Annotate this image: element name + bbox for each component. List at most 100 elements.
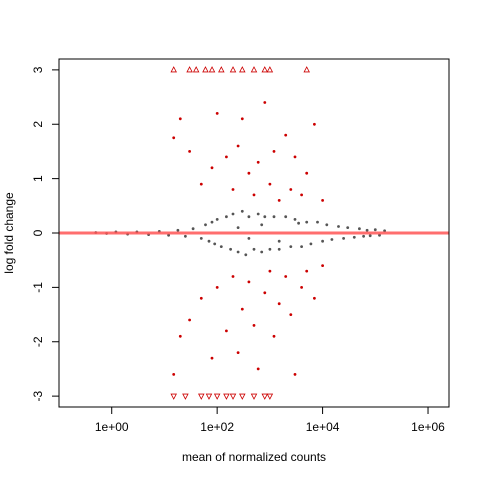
point-out-of-range-down <box>239 393 246 400</box>
point-significant <box>215 286 219 289</box>
point-out-of-range-up <box>202 66 209 73</box>
point-significant <box>215 112 219 115</box>
point-non-significant <box>284 215 288 219</box>
point-significant <box>172 373 176 376</box>
points-layer <box>94 66 386 400</box>
y-axis-label: log fold change <box>2 192 16 274</box>
point-non-significant <box>365 228 369 232</box>
point-non-significant <box>309 242 313 246</box>
y-tick-label: 0 <box>31 229 45 236</box>
point-significant <box>263 101 267 104</box>
point-out-of-range-up <box>218 66 225 73</box>
point-out-of-range-up <box>261 66 269 73</box>
point-out-of-range-up <box>239 66 246 73</box>
point-non-significant <box>325 223 329 227</box>
point-non-significant <box>207 239 211 243</box>
y-axis: -3 -2 -1 0 1 2 3 <box>31 66 60 401</box>
point-non-significant <box>176 228 180 232</box>
y-tick-label: -2 <box>31 336 45 347</box>
point-significant <box>313 296 316 300</box>
point-significant <box>199 182 203 186</box>
point-non-significant <box>297 221 300 225</box>
point-significant <box>289 188 293 191</box>
point-non-significant <box>247 237 251 240</box>
point-significant <box>284 275 288 278</box>
point-non-significant <box>293 218 297 221</box>
point-non-significant <box>316 220 319 224</box>
point-non-significant <box>229 247 233 251</box>
y-tick-label: -1 <box>31 282 45 293</box>
point-significant <box>188 318 192 322</box>
point-non-significant <box>352 235 356 239</box>
point-significant <box>225 329 228 333</box>
point-non-significant <box>260 250 264 254</box>
point-significant <box>256 367 260 371</box>
point-non-significant <box>321 239 324 243</box>
point-non-significant <box>368 234 372 238</box>
point-non-significant <box>373 228 377 232</box>
point-non-significant <box>256 212 260 216</box>
point-non-significant <box>362 234 365 238</box>
point-non-significant <box>277 247 281 251</box>
point-non-significant <box>300 245 303 249</box>
point-significant <box>252 193 256 197</box>
point-non-significant <box>219 245 223 249</box>
point-significant <box>300 193 303 197</box>
point-non-significant <box>244 253 248 257</box>
point-out-of-range-down <box>198 393 205 400</box>
point-non-significant <box>260 223 264 227</box>
point-out-of-range-up <box>170 66 177 73</box>
point-significant <box>293 373 297 376</box>
point-significant <box>247 171 251 175</box>
point-non-significant <box>240 209 244 213</box>
point-significant <box>199 296 203 300</box>
point-significant <box>188 150 192 153</box>
point-significant <box>305 171 309 175</box>
point-non-significant <box>236 226 240 230</box>
point-non-significant <box>330 238 334 241</box>
point-significant <box>240 307 244 311</box>
point-non-significant <box>210 220 214 224</box>
y-tick-label: 1 <box>31 175 45 182</box>
point-non-significant <box>272 215 276 219</box>
y-tick-label: 2 <box>31 121 45 128</box>
point-significant <box>277 199 281 202</box>
point-significant <box>178 117 182 121</box>
point-non-significant <box>252 247 256 251</box>
point-non-significant <box>342 237 345 240</box>
point-significant <box>321 264 324 267</box>
y-tick-label: -3 <box>31 390 45 401</box>
point-significant <box>272 150 276 153</box>
point-non-significant <box>247 215 251 219</box>
point-significant <box>172 136 176 140</box>
point-non-significant <box>268 247 272 251</box>
point-significant <box>256 160 260 164</box>
point-out-of-range-up <box>229 66 237 73</box>
x-axis-label: mean of normalized counts <box>182 450 326 464</box>
point-non-significant <box>277 239 281 243</box>
point-out-of-range-up <box>303 66 310 73</box>
point-out-of-range-up <box>250 66 258 73</box>
point-significant <box>240 117 244 121</box>
x-tick-label: 1e+00 <box>95 420 129 434</box>
point-significant <box>272 334 276 338</box>
point-out-of-range-down <box>205 393 213 400</box>
point-out-of-range-up <box>208 66 216 73</box>
point-out-of-range-up <box>192 66 200 73</box>
point-significant <box>225 155 228 159</box>
point-non-significant <box>346 226 350 230</box>
y-tick-label: 3 <box>31 66 45 73</box>
point-non-significant <box>358 227 361 231</box>
point-non-significant <box>231 212 235 216</box>
point-out-of-range-down <box>266 393 274 400</box>
point-significant <box>300 286 303 289</box>
point-non-significant <box>337 225 340 228</box>
point-non-significant <box>225 215 228 219</box>
point-significant <box>210 356 214 360</box>
point-out-of-range-down <box>223 393 230 400</box>
point-non-significant <box>191 227 195 231</box>
point-significant <box>268 182 272 186</box>
x-tick-label: 1e+04 <box>306 420 340 434</box>
